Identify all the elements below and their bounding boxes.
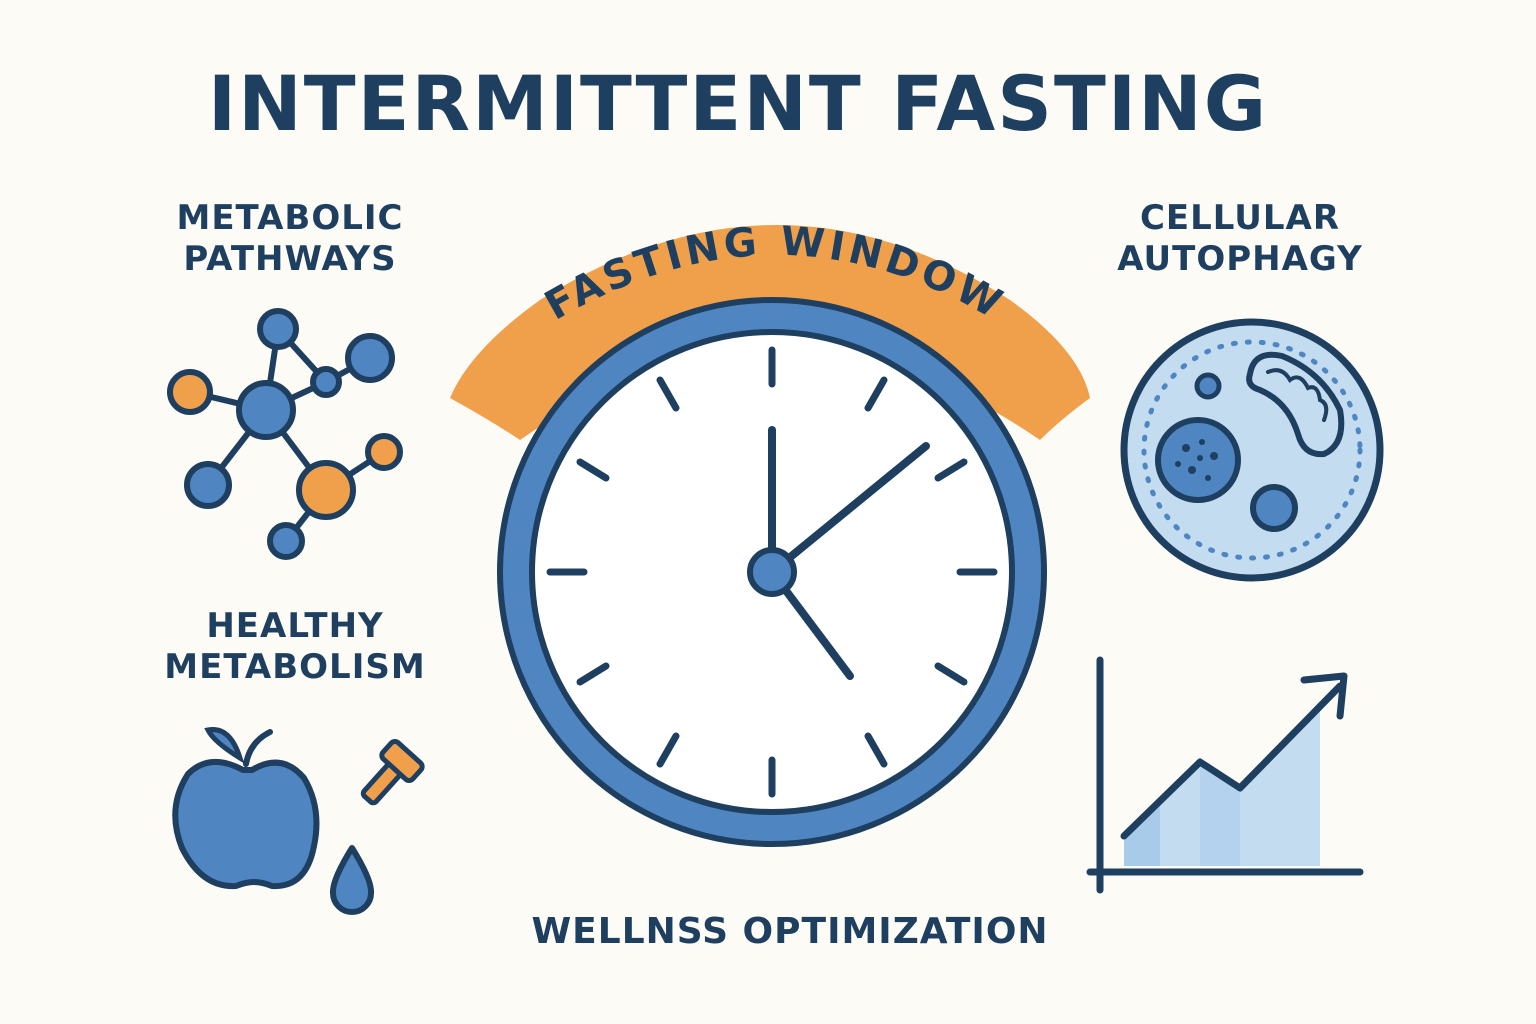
dumbbell-icon xyxy=(360,739,425,806)
growth-chart-icon xyxy=(1086,656,1364,894)
molecule-network-icon xyxy=(167,308,403,560)
apple-icon xyxy=(172,727,320,890)
metabolic-pathways-label: METABOLIC PATHWAYS xyxy=(176,198,404,279)
cell-icon xyxy=(1120,318,1384,582)
clock-icon xyxy=(497,297,1047,847)
cellular-autophagy-label: CELLULAR AUTOPHAGY xyxy=(1117,198,1363,279)
healthy-metabolism-label: HEALTHY METABOLISM xyxy=(164,606,426,687)
wellness-optimization-label: WELLNSS OPTIMIZATION xyxy=(531,911,1049,952)
water-drop-icon xyxy=(329,845,375,915)
page-title: INTERMITTENT FASTING xyxy=(207,59,1269,148)
clock-tick-marks xyxy=(546,346,998,798)
